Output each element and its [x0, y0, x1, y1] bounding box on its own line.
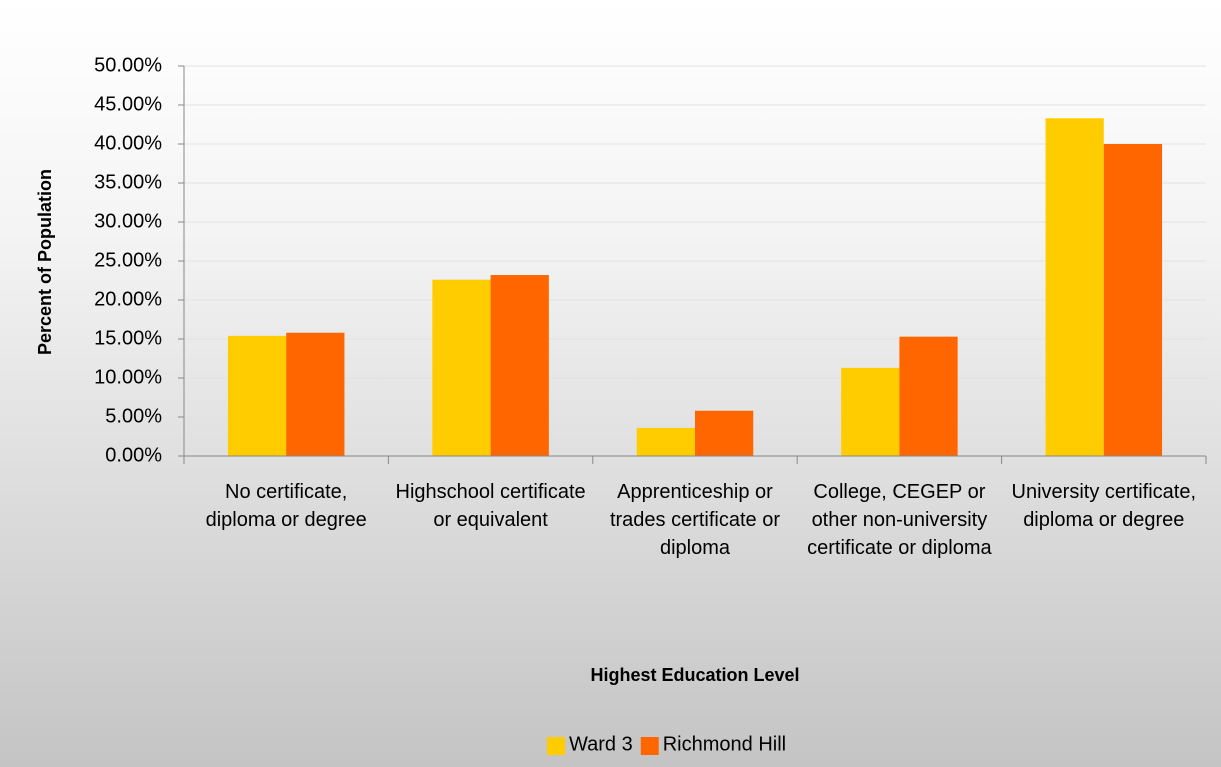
bar — [286, 332, 345, 456]
bar — [841, 367, 900, 456]
y-tick-label: 40.00% — [94, 132, 162, 154]
x-tick-label: No certificate, diploma or degree — [205, 481, 367, 531]
legend-swatch — [640, 737, 659, 755]
y-tick-label: 10.00% — [94, 366, 162, 388]
bar — [1045, 118, 1104, 456]
x-tick-label: College, CEGEP or other non-university c… — [807, 481, 992, 559]
bar — [899, 336, 958, 456]
bar — [1103, 144, 1163, 456]
legend-label: Richmond Hill — [663, 733, 786, 755]
y-tick-label: 50.00% — [94, 54, 162, 76]
y-tick-label: 45.00% — [94, 93, 162, 115]
y-tick-label: 30.00% — [94, 210, 162, 232]
x-axis-title: Highest Education Level — [590, 665, 799, 685]
bar — [695, 410, 754, 456]
y-tick-label: 0.00% — [105, 444, 162, 466]
y-axis-title: Percent of Population — [35, 169, 55, 355]
bar — [636, 427, 695, 456]
x-tick-label: University certificate, diploma or degre… — [1011, 481, 1197, 531]
x-tick-label: Highschool certificate or equivalent — [395, 481, 586, 531]
y-tick-label: 35.00% — [94, 171, 162, 193]
x-tick-label: Apprenticeship or trades certificate or … — [609, 481, 781, 559]
y-tick-label: 15.00% — [94, 327, 162, 349]
y-tick-label: 20.00% — [94, 288, 162, 310]
legend-label: Ward 3 — [569, 733, 633, 755]
bar — [432, 279, 491, 456]
y-tick-label: 5.00% — [105, 405, 162, 427]
bar — [227, 335, 287, 456]
legend-swatch — [547, 737, 565, 755]
y-tick-label: 25.00% — [94, 249, 162, 271]
bar — [490, 275, 549, 456]
